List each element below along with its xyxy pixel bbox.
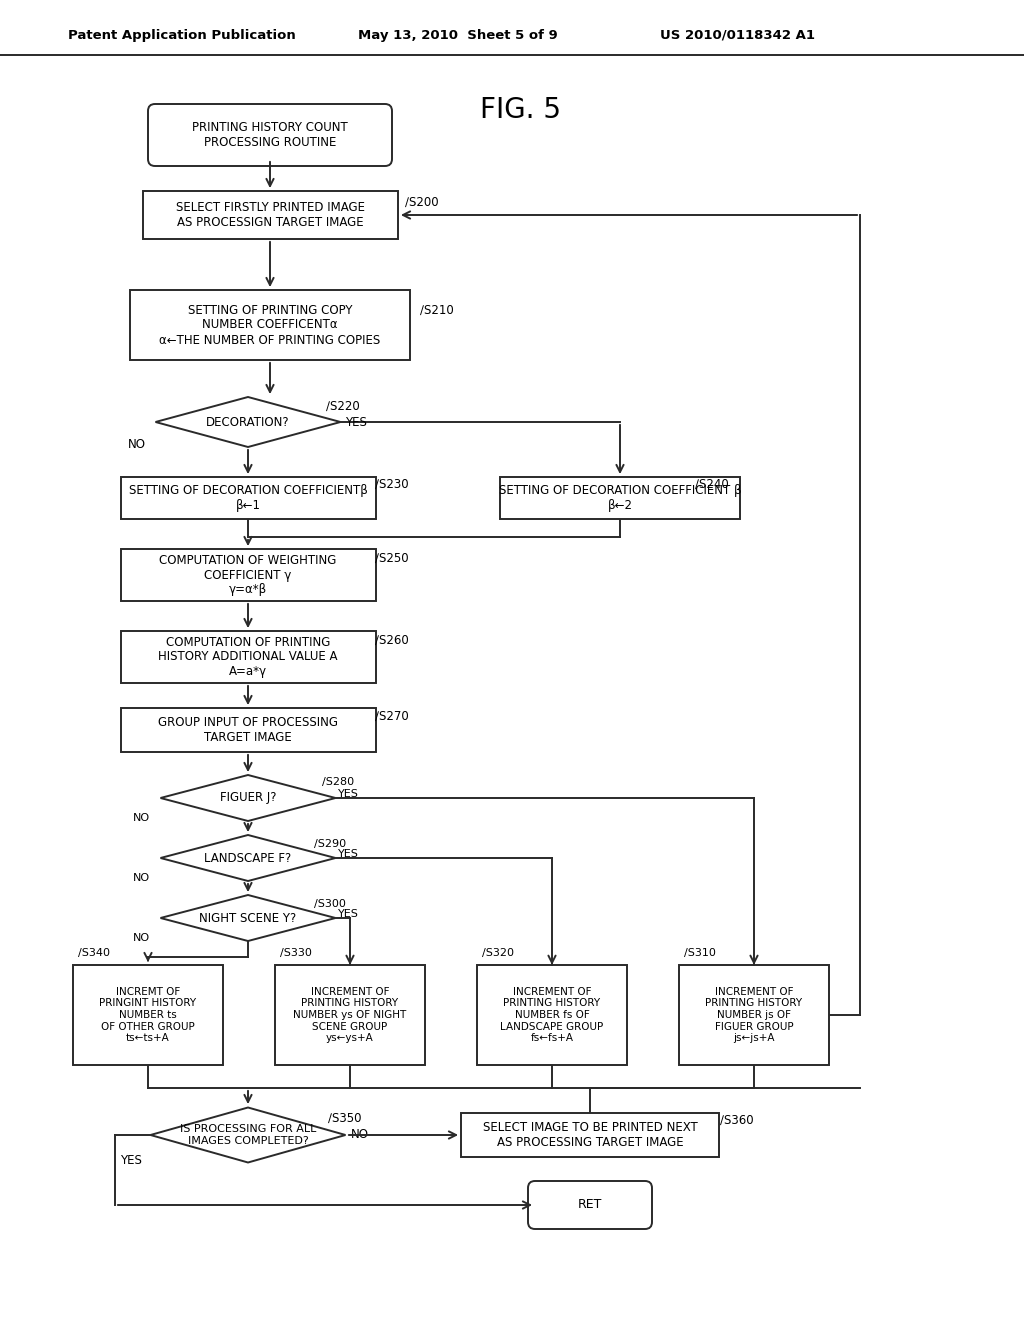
Bar bbox=[500, 477, 740, 519]
Bar bbox=[142, 191, 397, 239]
Text: ∕S340: ∕S340 bbox=[78, 948, 110, 958]
Text: YES: YES bbox=[338, 909, 358, 919]
Text: IS PROCESSING FOR ALL
IMAGES COMPLETED?: IS PROCESSING FOR ALL IMAGES COMPLETED? bbox=[180, 1125, 316, 1146]
Text: NO: NO bbox=[132, 873, 150, 883]
Text: GROUP INPUT OF PROCESSING
TARGET IMAGE: GROUP INPUT OF PROCESSING TARGET IMAGE bbox=[158, 715, 338, 744]
Text: YES: YES bbox=[338, 849, 358, 859]
Text: ∕S250: ∕S250 bbox=[375, 552, 409, 565]
Text: SETTING OF PRINTING COPY
NUMBER COEFFICENTα
α←THE NUMBER OF PRINTING COPIES: SETTING OF PRINTING COPY NUMBER COEFFICE… bbox=[160, 304, 381, 346]
Text: NIGHT SCENE Y?: NIGHT SCENE Y? bbox=[200, 912, 297, 924]
Text: PRINTING HISTORY COUNT
PROCESSING ROUTINE: PRINTING HISTORY COUNT PROCESSING ROUTIN… bbox=[193, 121, 348, 149]
Text: COMPUTATION OF PRINTING
HISTORY ADDITIONAL VALUE A
A=a*γ: COMPUTATION OF PRINTING HISTORY ADDITION… bbox=[159, 635, 338, 678]
Polygon shape bbox=[156, 397, 341, 447]
Text: ∕S270: ∕S270 bbox=[375, 710, 409, 722]
Text: US 2010/0118342 A1: US 2010/0118342 A1 bbox=[660, 29, 815, 41]
Bar bbox=[121, 631, 376, 682]
Text: SELECT IMAGE TO BE PRINTED NEXT
AS PROCESSING TARGET IMAGE: SELECT IMAGE TO BE PRINTED NEXT AS PROCE… bbox=[482, 1121, 697, 1148]
Text: SETTING OF DECORATION COEFFICIENTβ
β←1: SETTING OF DECORATION COEFFICIENTβ β←1 bbox=[129, 484, 368, 512]
Polygon shape bbox=[161, 836, 336, 880]
Bar bbox=[121, 708, 376, 752]
Bar bbox=[275, 965, 425, 1065]
Text: ∕S320: ∕S320 bbox=[482, 948, 514, 958]
FancyBboxPatch shape bbox=[528, 1181, 652, 1229]
Text: SELECT FIRSTLY PRINTED IMAGE
AS PROCESSIGN TARGET IMAGE: SELECT FIRSTLY PRINTED IMAGE AS PROCESSI… bbox=[175, 201, 365, 228]
FancyBboxPatch shape bbox=[148, 104, 392, 166]
Text: INCREMENT OF
PRINTING HISTORY
NUMBER js OF
FIGUER GROUP
js←js+A: INCREMENT OF PRINTING HISTORY NUMBER js … bbox=[706, 987, 803, 1043]
Bar bbox=[461, 1113, 719, 1158]
Bar bbox=[121, 549, 376, 601]
Bar bbox=[130, 290, 410, 360]
Text: ∕S200: ∕S200 bbox=[406, 195, 438, 209]
Text: ∕S290: ∕S290 bbox=[314, 840, 346, 849]
Text: May 13, 2010  Sheet 5 of 9: May 13, 2010 Sheet 5 of 9 bbox=[358, 29, 558, 41]
Text: YES: YES bbox=[121, 1154, 142, 1167]
Text: NO: NO bbox=[128, 437, 145, 450]
Text: NO: NO bbox=[350, 1129, 369, 1142]
Polygon shape bbox=[161, 775, 336, 821]
Text: INCREMENT OF
PRINTING HISTORY
NUMBER fs OF
LANDSCAPE GROUP
fs←fs+A: INCREMENT OF PRINTING HISTORY NUMBER fs … bbox=[501, 987, 603, 1043]
Text: SETTING OF DECORATION COEFFICIENT β
β←2: SETTING OF DECORATION COEFFICIENT β β←2 bbox=[499, 484, 741, 512]
Text: YES: YES bbox=[345, 416, 368, 429]
Text: ∕S220: ∕S220 bbox=[326, 400, 359, 412]
Text: ∕S230: ∕S230 bbox=[375, 478, 409, 491]
Bar bbox=[73, 965, 223, 1065]
Text: NO: NO bbox=[132, 933, 150, 942]
Text: INCREMT OF
PRINGINT HISTORY
NUMBER ts
OF OTHER GROUP
ts←ts+A: INCREMT OF PRINGINT HISTORY NUMBER ts OF… bbox=[99, 987, 197, 1043]
Text: ∕S280: ∕S280 bbox=[322, 777, 354, 787]
Text: FIG. 5: FIG. 5 bbox=[480, 96, 561, 124]
Text: ∕S310: ∕S310 bbox=[684, 948, 716, 958]
Text: RET: RET bbox=[578, 1199, 602, 1212]
Polygon shape bbox=[161, 895, 336, 941]
Text: INCREMENT OF
PRINTING HISTORY
NUMBER ys OF NIGHT
SCENE GROUP
ys←ys+A: INCREMENT OF PRINTING HISTORY NUMBER ys … bbox=[293, 987, 407, 1043]
Text: ∕S300: ∕S300 bbox=[314, 899, 346, 909]
Bar bbox=[477, 965, 627, 1065]
Text: ∕S210: ∕S210 bbox=[420, 304, 454, 317]
Text: COMPUTATION OF WEIGHTING
COEFFICIENT γ
γ=α*β: COMPUTATION OF WEIGHTING COEFFICIENT γ γ… bbox=[160, 553, 337, 597]
Text: ∕S260: ∕S260 bbox=[375, 634, 409, 647]
Text: FIGUER J?: FIGUER J? bbox=[220, 792, 276, 804]
Text: YES: YES bbox=[338, 789, 358, 799]
Text: LANDSCAPE F?: LANDSCAPE F? bbox=[205, 851, 292, 865]
Text: Patent Application Publication: Patent Application Publication bbox=[68, 29, 296, 41]
Text: ∕S330: ∕S330 bbox=[280, 948, 312, 958]
Polygon shape bbox=[151, 1107, 345, 1163]
Bar bbox=[679, 965, 829, 1065]
Text: ∕S360: ∕S360 bbox=[720, 1114, 754, 1126]
Bar bbox=[121, 477, 376, 519]
Text: ∕S240: ∕S240 bbox=[695, 478, 729, 491]
Text: DECORATION?: DECORATION? bbox=[206, 416, 290, 429]
Text: NO: NO bbox=[132, 813, 150, 822]
Text: ∕S350: ∕S350 bbox=[328, 1111, 361, 1125]
